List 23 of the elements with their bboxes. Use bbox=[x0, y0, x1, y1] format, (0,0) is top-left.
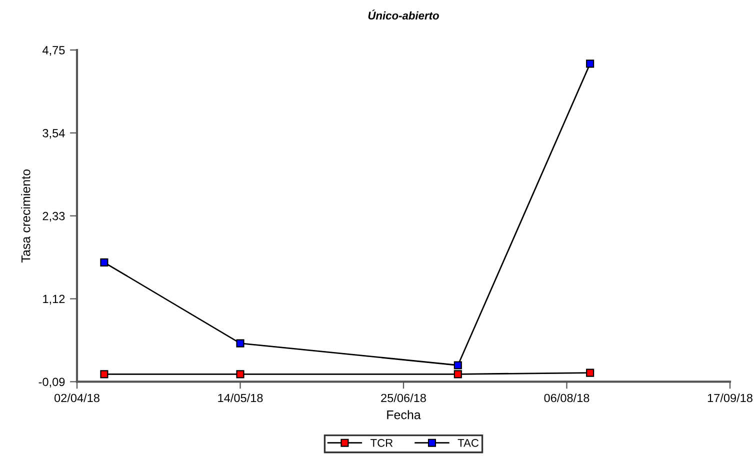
point bbox=[100, 370, 108, 378]
point bbox=[236, 370, 244, 378]
y-tick-label: 1,12 bbox=[43, 294, 65, 305]
point bbox=[586, 60, 594, 68]
x-tick-label: 25/06/18 bbox=[381, 394, 426, 402]
x-tick-label: 06/08/18 bbox=[544, 394, 590, 402]
x-tick-label: 02/04/18 bbox=[54, 394, 100, 402]
y-tick-label: 3,54 bbox=[42, 128, 65, 139]
y-axis-title: Tasa crecimiento bbox=[21, 169, 30, 262]
point bbox=[454, 370, 462, 378]
point bbox=[100, 258, 108, 266]
y-tick-label: -0,09 bbox=[38, 378, 65, 388]
x-tick-label: 14/05/18 bbox=[218, 394, 263, 402]
legend-label: TAC bbox=[458, 438, 479, 447]
point bbox=[586, 368, 594, 377]
y-tick-label: 4,75 bbox=[42, 46, 65, 56]
chart-title: Único-abierto bbox=[368, 10, 439, 20]
x-axis-title: Fecha bbox=[387, 410, 421, 420]
point bbox=[236, 339, 244, 348]
x-tick-label: 17/09/18 bbox=[708, 394, 752, 402]
y-tick-label: 2,33 bbox=[42, 212, 65, 222]
legend-label: TCR bbox=[370, 438, 393, 447]
point bbox=[454, 361, 462, 370]
